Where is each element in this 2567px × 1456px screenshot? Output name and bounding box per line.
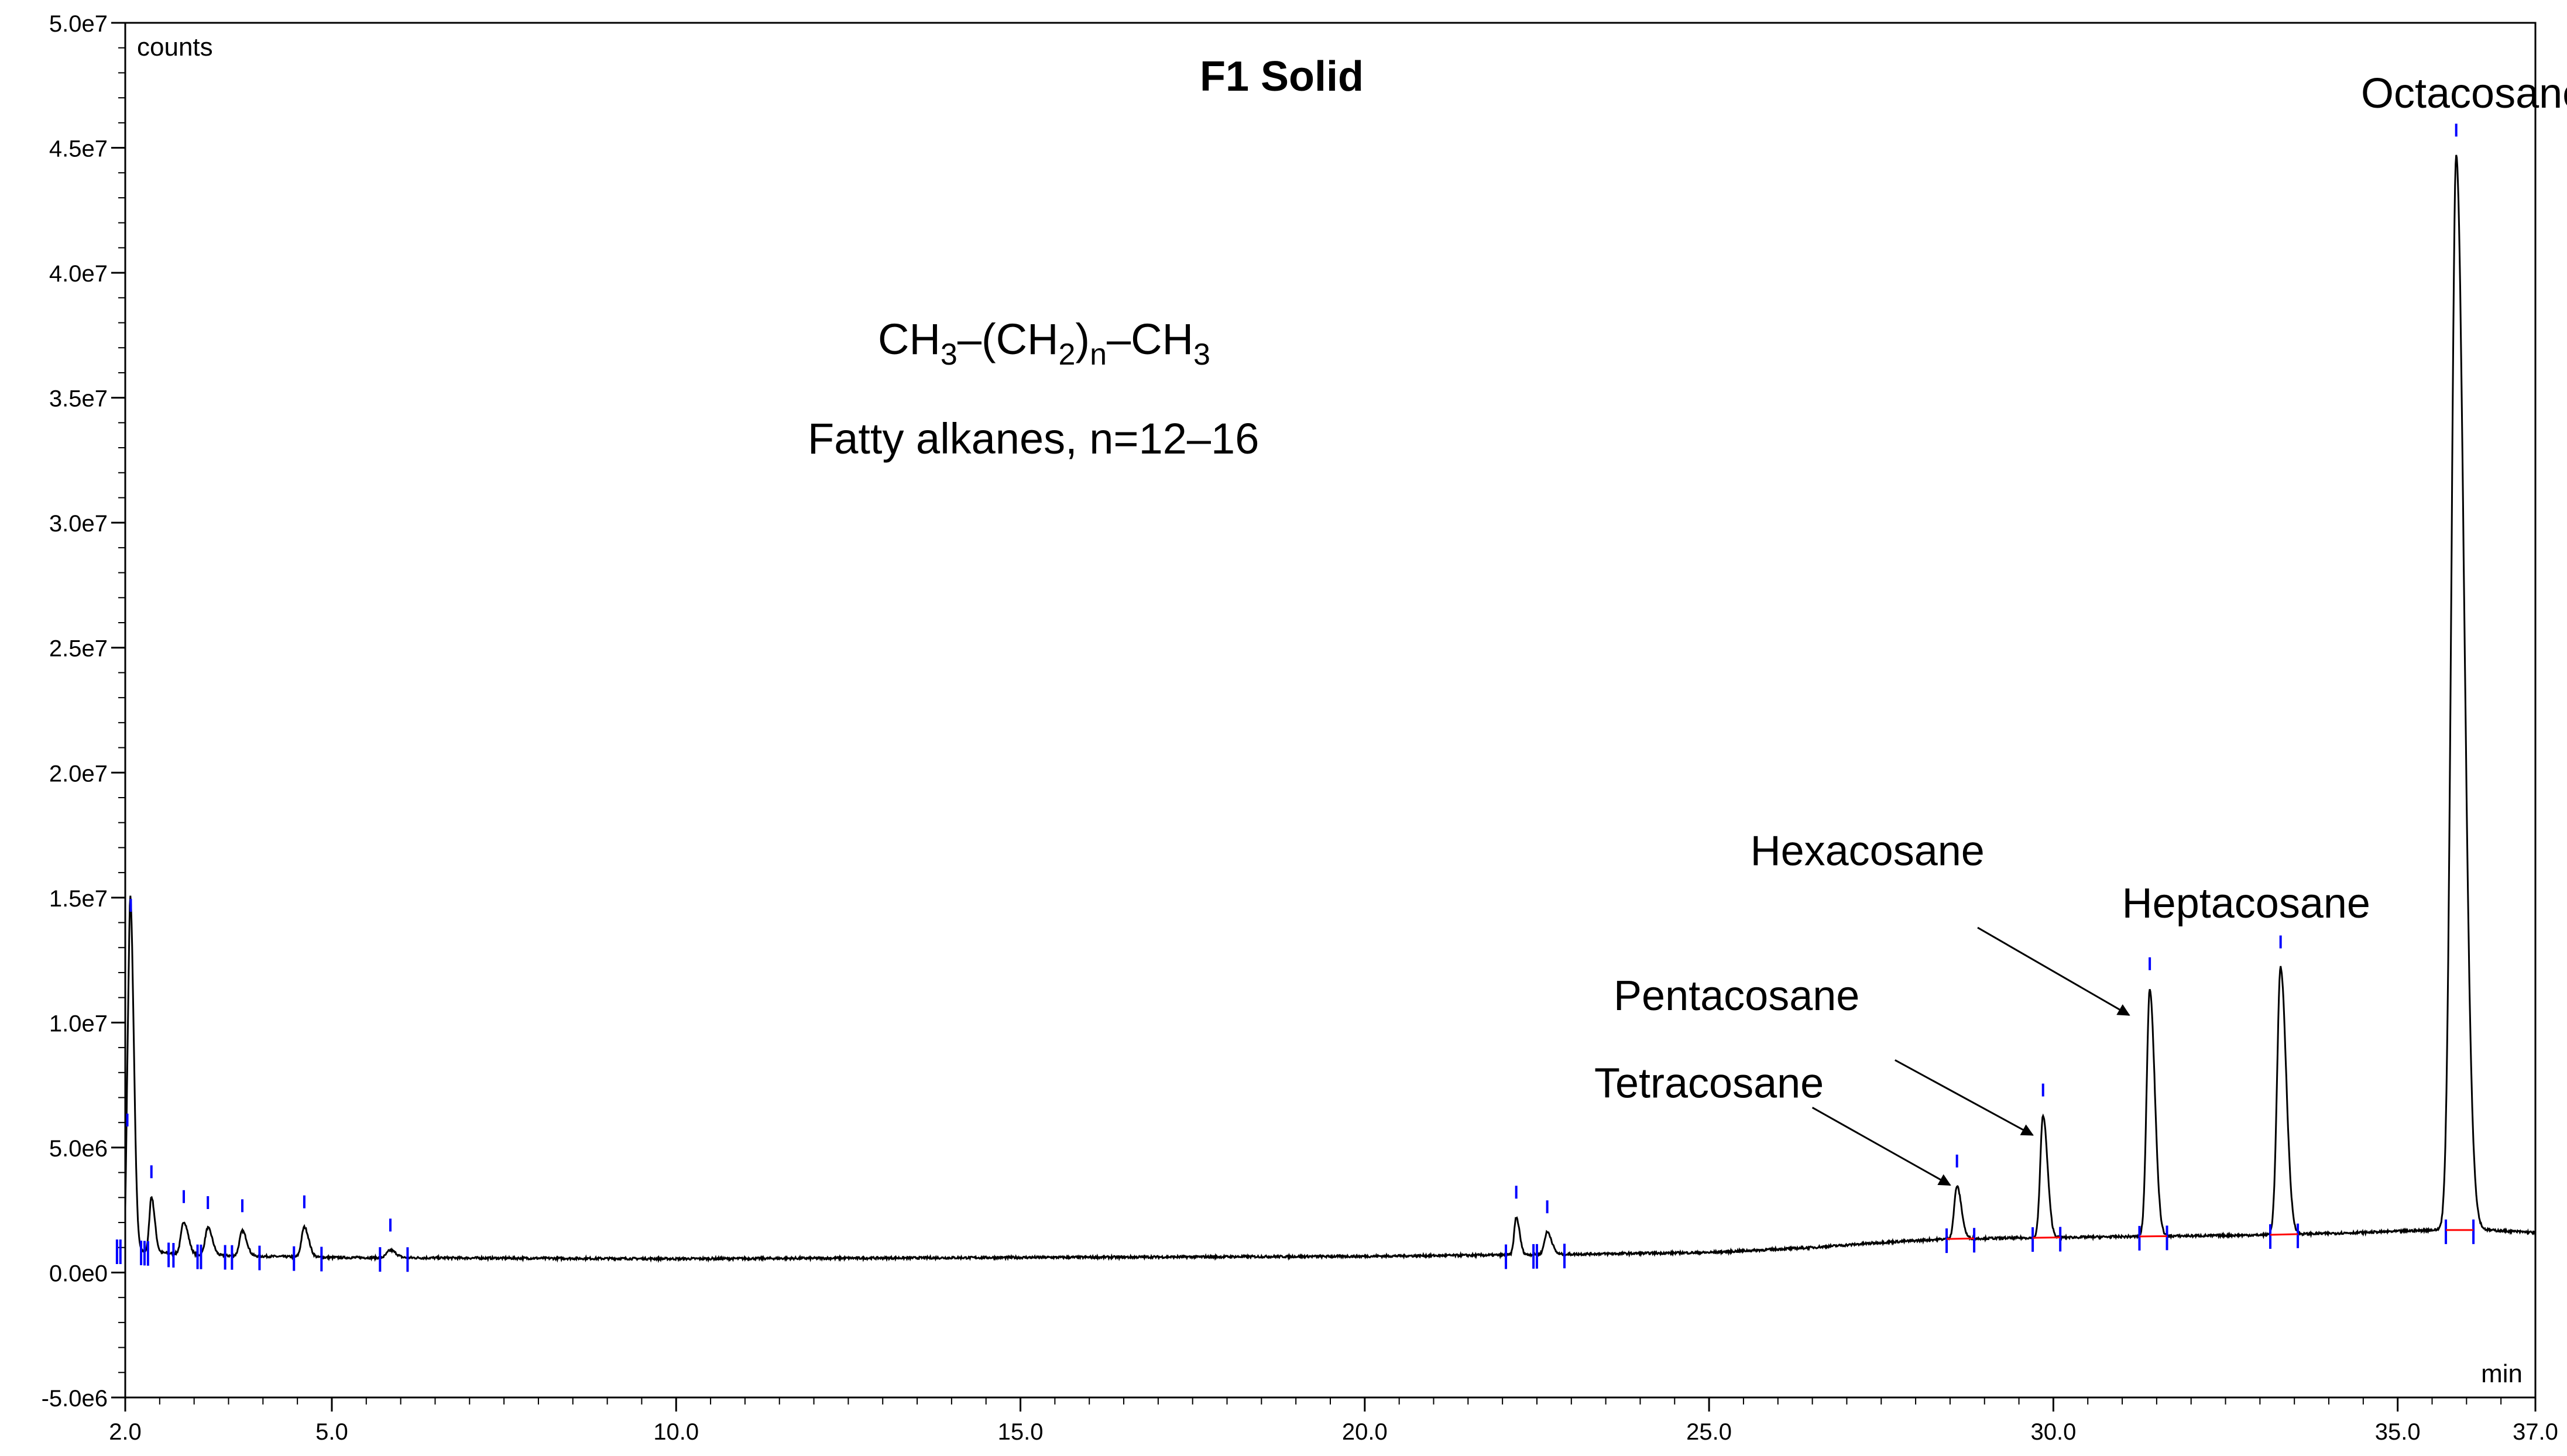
x-tick-label: 37.0 (2513, 1419, 2558, 1445)
y-tick-label: 5.0e6 (49, 1136, 108, 1162)
peak-label-arrow (1977, 926, 2130, 1016)
chromatogram-trace (124, 154, 2537, 1263)
y-tick-label: 4.0e7 (49, 261, 108, 287)
integration-baseline (2270, 1233, 2298, 1236)
annotations: Tetracosane Pentacosane Hexacosane Heptacos… (1594, 70, 2567, 1186)
x-tick-label: 10.0 (653, 1419, 699, 1445)
y-tick-label: 0.0e0 (49, 1261, 108, 1286)
chart-title: F1 Solid (1200, 53, 1364, 100)
y-tick-label: 3.5e7 (49, 386, 108, 412)
x-tick-label: 2.0 (109, 1419, 142, 1445)
peak-markers (115, 123, 2475, 1272)
peak-label: Tetracosane (1594, 1060, 1824, 1107)
x-tick-label: 15.0 (998, 1419, 1044, 1445)
x-tick-label: 35.0 (2375, 1419, 2421, 1445)
x-tick-label: 25.0 (1686, 1419, 1732, 1445)
x-tick-label: 20.0 (1342, 1419, 1388, 1445)
peak-label: Pentacosane (1614, 973, 1859, 1019)
y-tick-label: 1.5e7 (49, 886, 108, 912)
x-tick-label: 5.0 (315, 1419, 348, 1445)
y-tick-label: -5.0e6 (42, 1386, 108, 1412)
plot-frame (124, 22, 2537, 1399)
y-tick-label: 2.5e7 (49, 636, 108, 662)
y-tick-label: 5.0e7 (49, 11, 108, 37)
peak-label: Heptacosane (2122, 880, 2370, 927)
y-tick-label: 2.0e7 (49, 761, 108, 787)
series-annotation: Fatty alkanes, n=12–16 (808, 414, 1259, 463)
y-tick-label: 1.0e7 (49, 1011, 108, 1036)
trace-group (124, 154, 2537, 1263)
integration-baseline (1947, 1237, 1975, 1240)
x-tick-label: 30.0 (2030, 1419, 2076, 1445)
y-tick-label: 3.0e7 (49, 511, 108, 537)
peak-label: Hexacosane (1751, 827, 1985, 874)
formula-annotation: CH3–(CH2)n–CH3 (878, 315, 1210, 372)
peak-label-arrow (1895, 1059, 2034, 1136)
axis-ticks: -5.0e6 0.0e0 5.0e6 1.0e7 1.5e7 2.0e7 2.5e7 3.0e… (42, 11, 2558, 1445)
x-axis-label: min (2481, 1359, 2523, 1388)
y-axis-label: counts (137, 33, 213, 61)
peak-label-arrow (1811, 1107, 1951, 1186)
y-tick-label: 4.5e7 (49, 136, 108, 162)
peak-label: Octacosane (2361, 70, 2567, 117)
integration-baseline (2139, 1235, 2167, 1238)
